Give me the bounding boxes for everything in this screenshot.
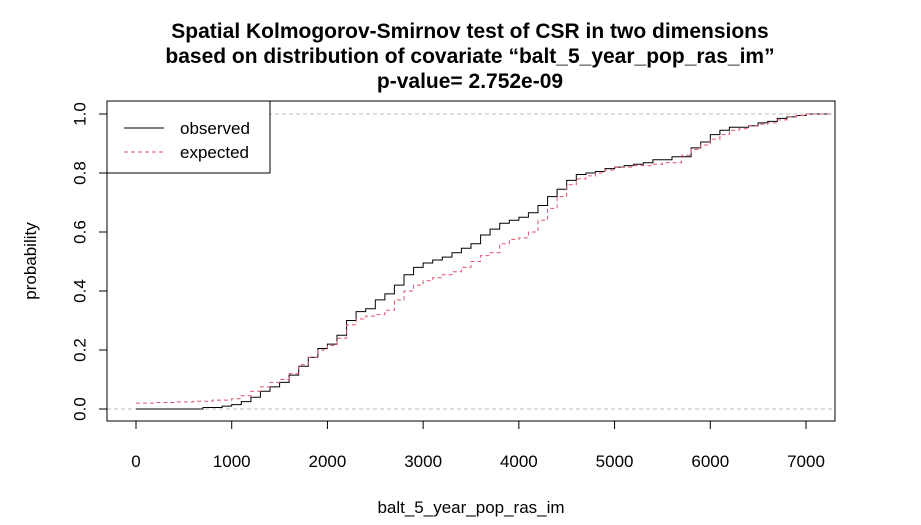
x-tick-label-6000: 6000 <box>691 452 729 471</box>
x-tick-label-3000: 3000 <box>404 452 442 471</box>
y-axis: 0.0 0.2 0.4 0.6 0.8 1.0 <box>71 102 108 421</box>
x-tick-label-4000: 4000 <box>500 452 538 471</box>
y-tick-label-0: 0.0 <box>71 397 90 421</box>
legend-box <box>106 100 271 174</box>
series-line-expected <box>136 113 830 404</box>
chart-title: Spatial Kolmogorov-Smirnov test of CSR i… <box>165 20 774 93</box>
series-line-observed <box>136 113 830 410</box>
x-tick-label-0: 0 <box>131 452 140 471</box>
legend: observed expected <box>106 100 271 174</box>
series-layer <box>136 113 830 410</box>
x-axis: 0 1000 2000 3000 4000 5000 6000 7000 <box>131 420 825 471</box>
legend-label-observed: observed <box>180 119 250 138</box>
x-tick-label-7000: 7000 <box>787 452 825 471</box>
y-axis-label: probability <box>21 222 40 300</box>
y-tick-label-2: 0.4 <box>71 279 90 303</box>
y-tick-label-5: 1.0 <box>71 102 90 126</box>
x-tick-label-5000: 5000 <box>596 452 634 471</box>
y-tick-label-1: 0.2 <box>71 338 90 362</box>
y-tick-label-3: 0.6 <box>71 220 90 244</box>
legend-label-expected: expected <box>180 143 249 162</box>
x-tick-label-2000: 2000 <box>309 452 347 471</box>
x-tick-label-1000: 1000 <box>213 452 251 471</box>
x-axis-label: balt_5_year_pop_ras_im <box>377 498 564 517</box>
chart-title-line-3: p-value= 2.752e-09 <box>377 70 563 93</box>
y-tick-label-4: 0.8 <box>71 161 90 185</box>
chart-title-line-1: Spatial Kolmogorov-Smirnov test of CSR i… <box>171 20 768 43</box>
chart-title-line-2: based on distribution of covariate “balt… <box>165 45 774 68</box>
